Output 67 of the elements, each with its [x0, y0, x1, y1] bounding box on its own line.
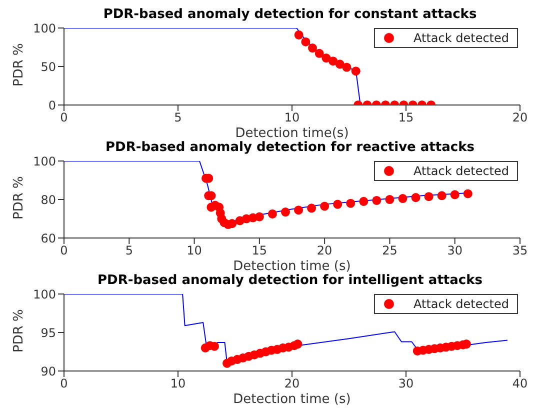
point [333, 200, 342, 209]
y-tick-label: 50 [40, 60, 56, 74]
point [294, 206, 304, 215]
x-tick-label: 10 [284, 110, 300, 125]
point [254, 212, 264, 222]
x-tick-label: 5 [125, 244, 133, 258]
x-tick-label: 15 [398, 110, 414, 125]
x-tick-label: 10 [170, 376, 186, 391]
point [307, 204, 316, 213]
x-axis-title: Detection time (s) [233, 259, 351, 274]
legend-label: Attack detected [413, 163, 509, 179]
x-tick-label: 20 [316, 244, 332, 258]
legend-label: Attack detected [413, 30, 509, 46]
point [335, 60, 344, 69]
x-tick-label: 5 [174, 110, 182, 125]
point [437, 191, 446, 200]
y-tick-label: 100 [33, 287, 56, 302]
y-tick-label: 90 [40, 364, 56, 378]
x-tick-label: 15 [252, 244, 268, 258]
x-tick-label: 10 [186, 244, 202, 258]
legend-label: Attack detected [413, 296, 509, 312]
point [294, 30, 304, 40]
point [398, 194, 408, 204]
y-tick-label: 0 [48, 98, 56, 112]
point [308, 44, 318, 53]
y-tick-label: 100 [33, 154, 56, 168]
y-axis-title: PDR % [12, 43, 27, 86]
point [293, 340, 302, 349]
point [385, 194, 394, 204]
point [346, 198, 356, 208]
chart-title: PDR-based anomaly detection for constant attacks [102, 7, 478, 22]
x-axis-title: Detection time(s) [235, 126, 349, 141]
x-tick-label: 20 [284, 376, 300, 391]
point [411, 193, 420, 202]
point [322, 54, 331, 63]
x-axis-title: Detection time (s) [233, 392, 351, 407]
point [342, 62, 352, 72]
x-tick-label: 0 [60, 244, 68, 258]
chart-title: PDR-based anomaly detection for reactive attacks [104, 140, 476, 155]
x-tick-label: 0 [60, 376, 68, 391]
x-tick-label: 25 [382, 244, 398, 258]
x-tick-label: 20 [512, 110, 528, 125]
y-axis-title: PDR % [12, 309, 27, 352]
point [320, 202, 330, 211]
point [228, 219, 237, 228]
y-tick-label: 95 [40, 326, 56, 340]
point [314, 48, 324, 58]
point [268, 209, 277, 218]
point [372, 196, 382, 205]
point [359, 196, 368, 206]
y-axis-title: PDR % [12, 176, 27, 220]
point [328, 56, 338, 66]
y-tick-label: 100 [33, 21, 56, 36]
chart-title: PDR-based anomaly detection for intelligent attacks [96, 273, 484, 288]
point [463, 189, 472, 198]
point [301, 37, 310, 46]
y-tick-label: 80 [40, 192, 56, 207]
y-tick-label: 60 [40, 231, 56, 246]
point [280, 208, 290, 217]
x-tick-label: 40 [512, 376, 528, 391]
point [351, 66, 360, 76]
point [424, 192, 434, 202]
point [450, 190, 460, 200]
x-tick-label: 30 [447, 244, 462, 258]
x-tick-label: 0 [60, 110, 68, 125]
x-tick-label: 30 [398, 376, 414, 391]
x-tick-label: 35 [512, 244, 528, 258]
